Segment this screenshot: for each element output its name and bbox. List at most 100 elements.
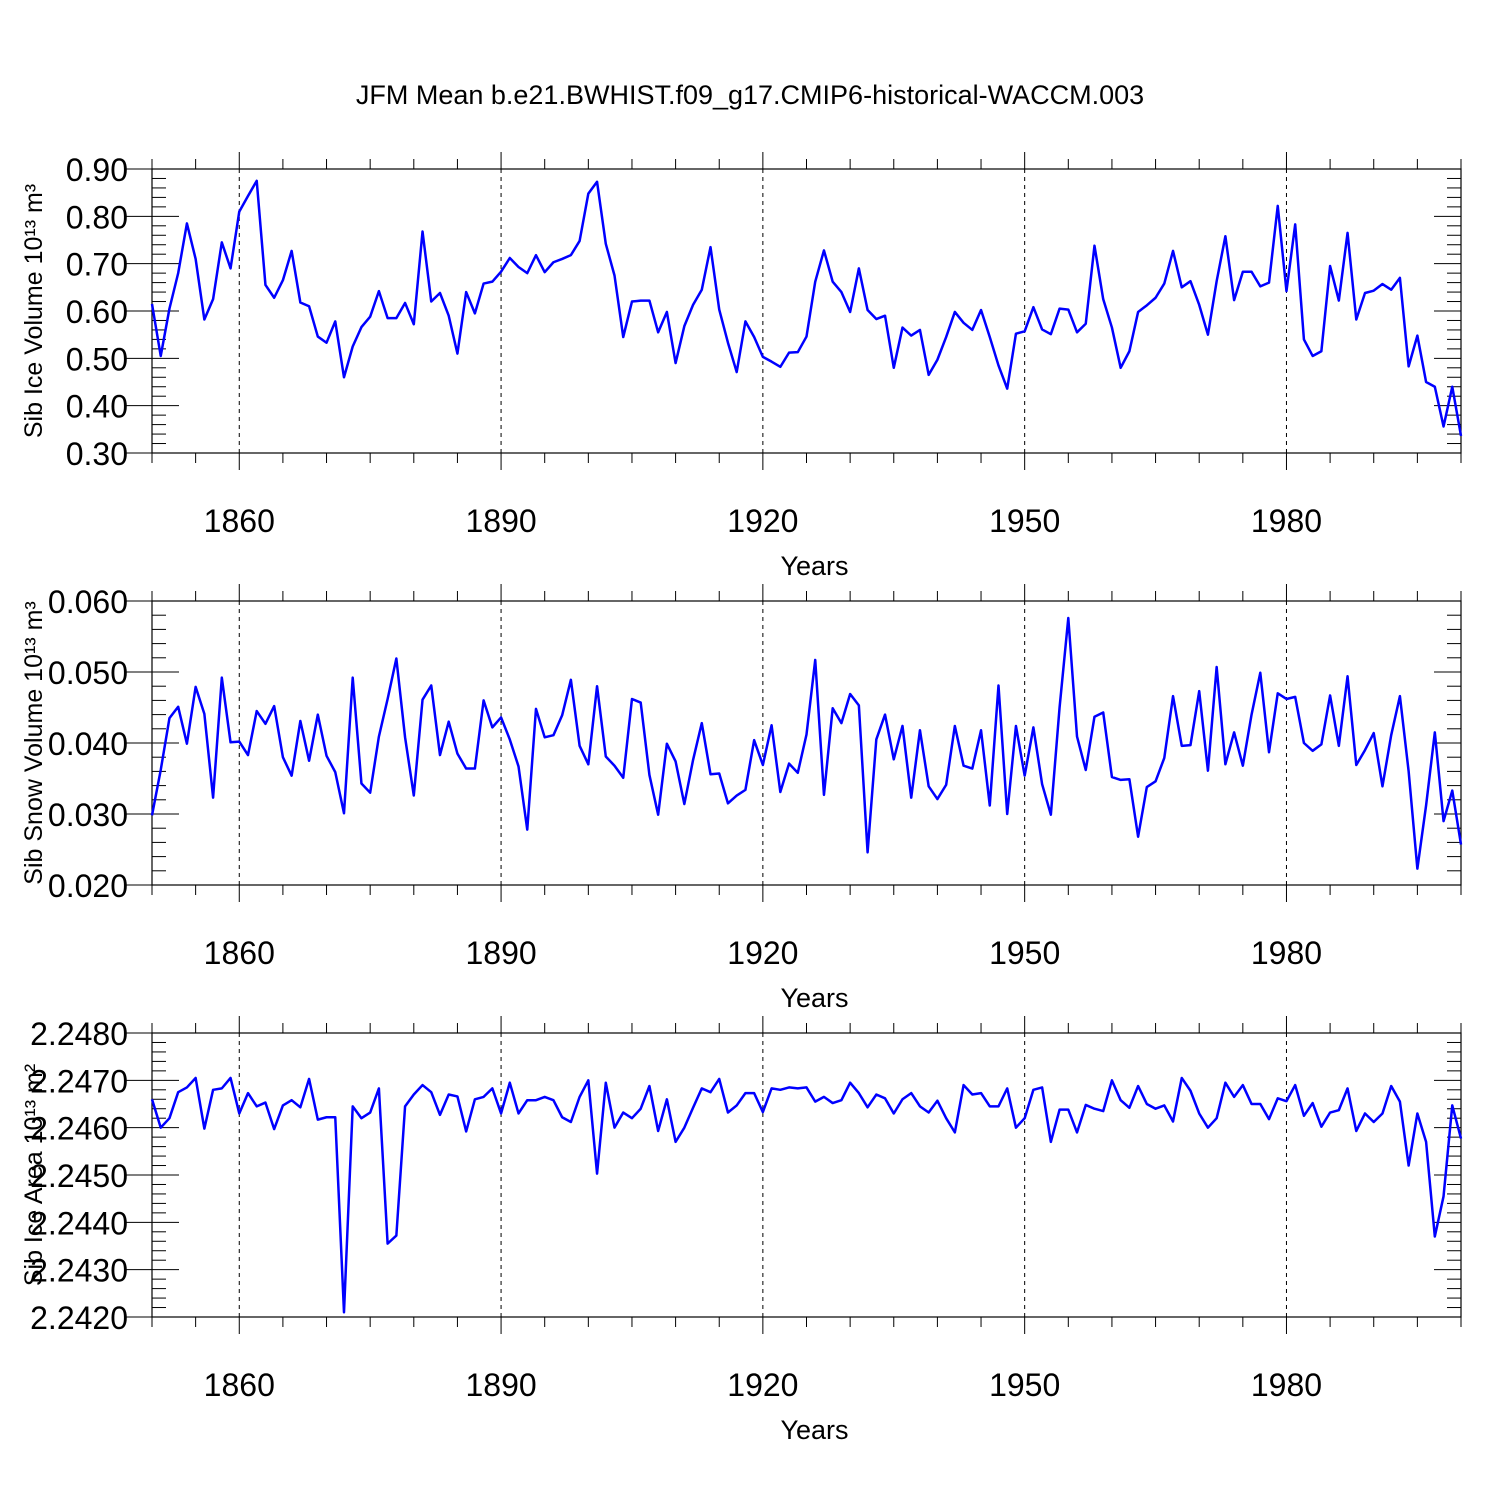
data-point <box>744 1092 746 1094</box>
data-point <box>1163 1104 1165 1106</box>
data-point <box>980 1092 982 1094</box>
data-point <box>1067 308 1069 310</box>
data-point <box>622 1111 624 1113</box>
data-point <box>317 713 319 715</box>
y-tick-label: 0.020 <box>48 868 128 904</box>
data-point <box>674 760 676 762</box>
series-line <box>150 179 1463 437</box>
data-point <box>1338 1109 1340 1111</box>
data-point <box>264 723 266 725</box>
data-point <box>1085 769 1087 771</box>
data-point <box>1381 785 1383 787</box>
data-point <box>264 284 266 286</box>
data-point <box>273 1128 275 1130</box>
data-point <box>866 1106 868 1108</box>
data-point <box>613 274 615 276</box>
data-point <box>500 1112 502 1114</box>
data-point <box>1058 706 1060 708</box>
data-point <box>1460 1137 1462 1139</box>
data-point <box>1111 776 1113 778</box>
data-point <box>1119 779 1121 781</box>
data-point <box>840 291 842 293</box>
data-point <box>962 322 964 324</box>
data-point <box>893 367 895 369</box>
data-point <box>674 362 676 364</box>
data-point <box>1172 250 1174 252</box>
data-point <box>1076 331 1078 333</box>
data-point <box>1460 435 1462 437</box>
data-point <box>212 1089 214 1091</box>
data-point <box>962 765 964 767</box>
data-point <box>1189 1090 1191 1092</box>
data-point <box>1329 1111 1331 1113</box>
data-point <box>290 774 292 776</box>
data-point <box>1111 1079 1113 1081</box>
y-tick-label: 0.70 <box>66 247 128 283</box>
data-point <box>797 1087 799 1089</box>
data-point <box>1285 290 1287 292</box>
data-point <box>386 698 388 700</box>
y-tick-label: 2.2420 <box>30 1300 128 1336</box>
data-point <box>526 1099 528 1101</box>
data-point <box>1390 1085 1392 1087</box>
data-point <box>1434 386 1436 388</box>
data-point <box>927 785 929 787</box>
data-point <box>465 1130 467 1132</box>
y-tick-label: 2.2480 <box>30 1016 128 1052</box>
data-point <box>919 729 921 731</box>
data-point <box>491 726 493 728</box>
y-tick-label: 0.80 <box>66 199 128 235</box>
x-tick-label: 1950 <box>989 935 1060 971</box>
data-point <box>814 1100 816 1102</box>
data-point <box>1198 304 1200 306</box>
data-point <box>1407 365 1409 367</box>
data-point <box>1451 386 1453 388</box>
data-point <box>936 1099 938 1101</box>
data-point <box>666 743 668 745</box>
data-point <box>596 685 598 687</box>
data-point <box>1355 318 1357 320</box>
data-point <box>1285 1100 1287 1102</box>
data-point <box>613 765 615 767</box>
data-point <box>1277 692 1279 694</box>
data-point <box>1285 698 1287 700</box>
data-point <box>535 254 537 256</box>
data-point <box>657 1130 659 1132</box>
data-point <box>221 241 223 243</box>
x-tick-label: 1860 <box>204 503 275 539</box>
data-point <box>509 1082 511 1084</box>
data-point <box>1250 1103 1252 1105</box>
data-point <box>1006 1087 1008 1089</box>
data-point <box>1215 1117 1217 1119</box>
data-point <box>160 769 162 771</box>
data-point <box>334 1116 336 1118</box>
data-point <box>360 326 362 328</box>
data-point <box>308 760 310 762</box>
data-point <box>570 1121 572 1123</box>
data-point <box>509 257 511 259</box>
data-point <box>1338 299 1340 301</box>
data-point <box>465 767 467 769</box>
data-point <box>709 1091 711 1093</box>
data-point <box>413 794 415 796</box>
data-point <box>482 282 484 284</box>
data-point <box>910 334 912 336</box>
data-point <box>1058 1108 1060 1110</box>
data-point <box>1233 731 1235 733</box>
data-point <box>1050 814 1052 816</box>
data-point <box>517 765 519 767</box>
data-point <box>369 315 371 317</box>
data-point <box>491 280 493 282</box>
data-point <box>413 1093 415 1095</box>
data-point <box>1207 333 1209 335</box>
data-point <box>1425 381 1427 383</box>
data-point <box>1320 1126 1322 1128</box>
data-point <box>814 659 816 661</box>
data-point <box>788 1086 790 1088</box>
data-point <box>578 240 580 242</box>
data-point <box>1032 726 1034 728</box>
data-point <box>683 1126 685 1128</box>
y-tick-label: 0.40 <box>66 389 128 425</box>
data-point <box>360 782 362 784</box>
data-point <box>1259 285 1261 287</box>
